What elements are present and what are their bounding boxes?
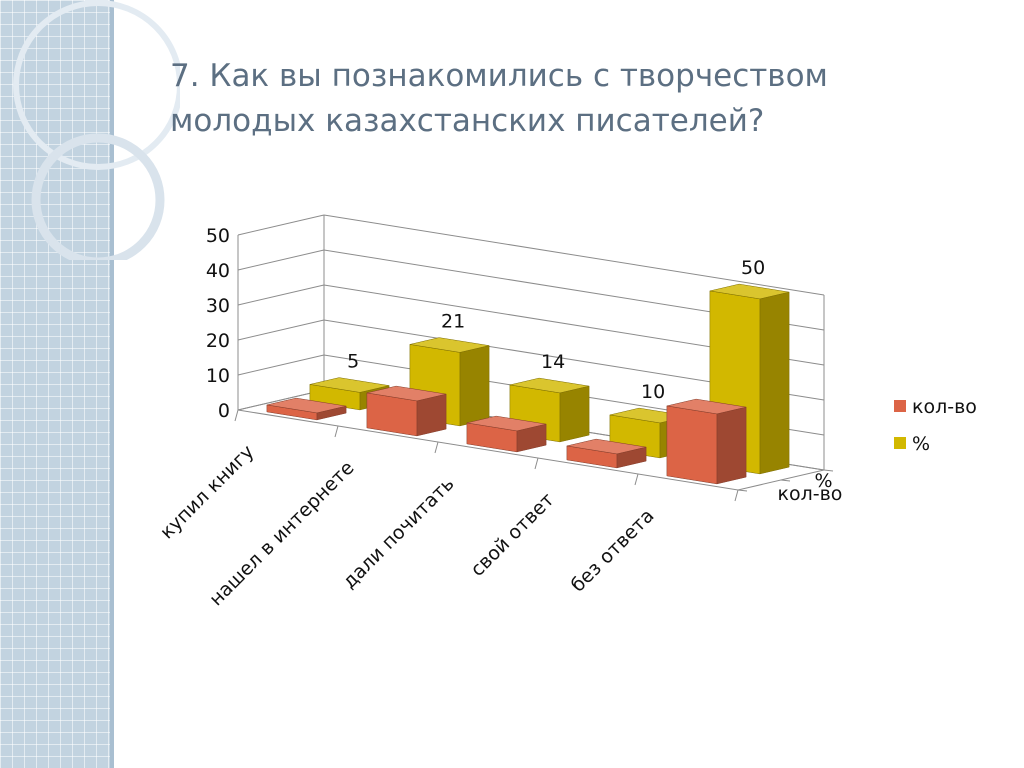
decorative-rings (13, 0, 180, 260)
x-tick-mark (434, 441, 439, 454)
ring-small (31, 133, 165, 260)
slide-title: 7. Как вы познакомились с творчеством мо… (170, 54, 930, 144)
bar-kolvo-top (366, 385, 447, 402)
side-wall-gridline (237, 354, 325, 376)
y-tick-label: 50 (206, 225, 230, 247)
title-line-2: молодых казахстанских писателей? (170, 103, 765, 139)
x-category-label: купил книгу (156, 441, 259, 544)
x-category-label: дали почитать (338, 473, 458, 593)
y-tick-label: 0 (218, 400, 230, 422)
y-tick-label: 20 (206, 330, 230, 352)
depth-tick-mark (780, 479, 791, 482)
x-tick-mark (734, 489, 739, 502)
y-tick-label: 10 (206, 365, 230, 387)
bar-percent-top (509, 377, 590, 394)
sidebar-edge (110, 0, 114, 768)
depth-tick-mark (737, 489, 748, 492)
x-tick-mark (534, 457, 539, 470)
depth-tick-mark (823, 469, 834, 472)
x-category-label: без ответа (567, 505, 659, 597)
bar-percent-side (459, 345, 490, 427)
depth-label-kolvo: кол-во (778, 483, 843, 505)
bar-kolvo-top (466, 415, 547, 432)
x-tick-mark (334, 425, 339, 438)
bar-kolvo-top (666, 398, 747, 415)
data-label-percent: 21 (441, 311, 465, 333)
bar-percent-top (409, 337, 490, 353)
data-label-percent: 14 (541, 351, 565, 373)
bar-kolvo-front (666, 405, 718, 485)
bar-kolvo-side (716, 406, 747, 485)
side-wall-gridline (237, 284, 325, 306)
bar-kolvo-top (566, 438, 647, 455)
legend-swatch (894, 400, 906, 412)
y-tick-label: 30 (206, 295, 230, 317)
data-label-percent: 50 (741, 257, 765, 279)
sidebar-decoration (0, 0, 114, 768)
bar-kolvo-side (416, 393, 447, 437)
y-tick-label: 40 (206, 260, 230, 282)
side-wall-gridline (237, 214, 325, 236)
x-category-label: свой ответ (466, 489, 558, 581)
bar-percent-side (759, 291, 790, 475)
legend-label: кол-во (912, 396, 977, 418)
bar-percent-top (309, 377, 390, 393)
bar-kolvo-top (266, 397, 347, 414)
depth-label-percent: % (815, 470, 833, 492)
ring-large (13, 0, 180, 170)
side-wall-gridline (237, 319, 325, 341)
data-label-percent: 10 (641, 381, 665, 403)
legend-swatch (894, 437, 906, 449)
data-label-percent: 5 (347, 351, 359, 373)
bar-percent-side (559, 385, 590, 443)
legend-label: % (912, 433, 930, 455)
x-tick-mark (234, 409, 239, 422)
side-wall-gridline (237, 249, 325, 271)
back-wall-gridline (323, 214, 825, 296)
x-tick-mark (634, 473, 639, 486)
title-line-1: 7. Как вы познакомились с творчеством (170, 58, 828, 94)
bar-percent-top (709, 283, 790, 300)
